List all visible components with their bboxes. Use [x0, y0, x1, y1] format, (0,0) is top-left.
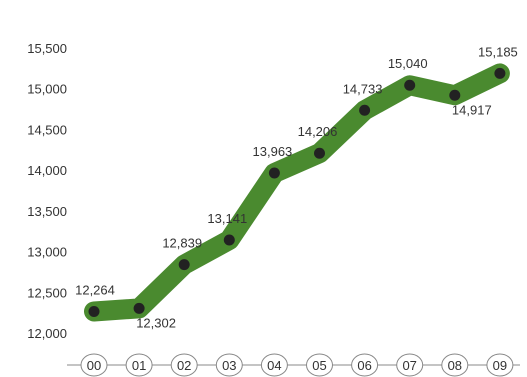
x-axis: 00 01 02 03 04 05 06 07 08 09 [67, 353, 520, 377]
x-tick-circle [170, 353, 198, 377]
data-label: 14,917 [452, 102, 492, 117]
data-markers [88, 67, 506, 317]
y-axis: 12,000 12,500 13,000 13,500 14,000 14,500 15,0… [27, 41, 67, 341]
data-label: 12,264 [75, 282, 115, 297]
data-point [404, 79, 416, 91]
y-tick-label: 14,500 [27, 122, 67, 137]
x-tick-label: 03 [222, 358, 236, 373]
data-point [268, 167, 280, 179]
data-label: 13,141 [207, 211, 247, 226]
y-tick-label: 15,500 [27, 41, 67, 56]
x-tick-circle [306, 353, 333, 377]
y-tick-label: 15,000 [27, 82, 67, 97]
data-point [133, 302, 145, 314]
y-tick-label: 13,500 [27, 204, 67, 219]
data-point [223, 234, 235, 246]
data-label: 12,302 [136, 315, 176, 330]
x-tick-circle [441, 353, 469, 377]
y-tick-label: 12,500 [27, 285, 67, 300]
series-path [84, 63, 510, 322]
y-tick-label: 12,000 [27, 326, 67, 341]
data-point [449, 89, 461, 101]
x-tick-label: 05 [312, 358, 326, 373]
x-tick-label: 07 [402, 358, 416, 373]
y-tick-label: 13,000 [27, 245, 67, 260]
x-tick-label: 09 [493, 358, 507, 373]
data-label: 14,206 [298, 124, 338, 139]
y-tick-label: 14,000 [27, 163, 67, 178]
series-line [84, 63, 510, 322]
data-point [359, 104, 371, 116]
x-tick-label: 02 [177, 358, 191, 373]
data-point [178, 259, 190, 271]
x-tick-label: 06 [357, 358, 371, 373]
data-point [314, 147, 325, 159]
x-tick-label: 08 [448, 358, 462, 373]
x-tick-label: 04 [267, 358, 281, 373]
data-labels: 12,264 12,302 12,839 13,141 13,963 14,206 14,7… [75, 44, 518, 330]
x-tick-circle [486, 353, 514, 377]
data-label: 15,040 [388, 56, 428, 71]
data-label: 14,733 [343, 81, 383, 96]
data-label: 12,839 [162, 236, 202, 251]
data-point [494, 67, 506, 79]
data-point [88, 305, 100, 317]
x-tick-circle [351, 353, 379, 377]
x-tick-circle [125, 353, 153, 377]
x-tick-circle [396, 353, 424, 377]
x-tick-circle [80, 353, 108, 377]
x-tick-circle [260, 353, 288, 377]
x-tick-circle [215, 353, 243, 377]
x-tick-label: 01 [132, 358, 146, 373]
data-label: 13,963 [253, 144, 293, 159]
data-label: 15,185 [478, 44, 518, 59]
x-tick-label: 00 [87, 358, 101, 373]
